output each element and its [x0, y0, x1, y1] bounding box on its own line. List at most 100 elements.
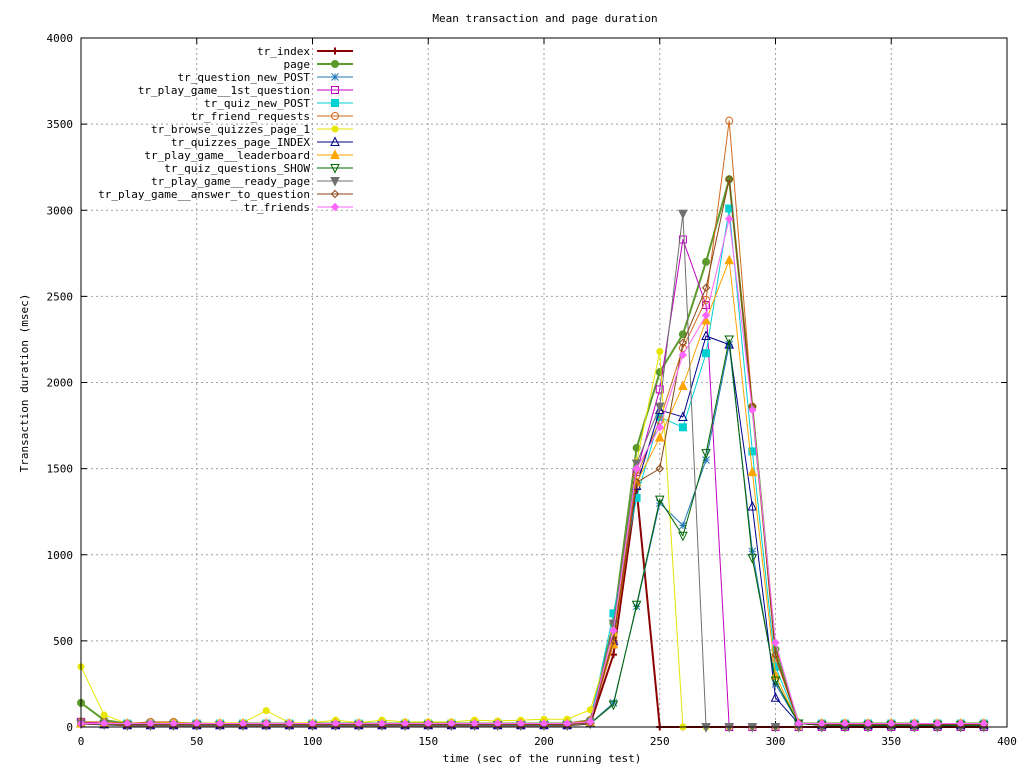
data-point: [747, 466, 758, 477]
x-tick-label: 150: [418, 735, 438, 748]
series-line: [80, 239, 984, 728]
legend-marker: [331, 86, 339, 94]
series-layer: [76, 116, 989, 733]
legend-label: tr_play_game__1st_question: [138, 84, 310, 97]
legend-label: tr_play_game__leaderboard: [144, 149, 310, 162]
legend-marker: [330, 149, 340, 159]
y-tick-label: 3500: [47, 118, 74, 131]
data-point: [678, 531, 688, 542]
data-point: [748, 405, 757, 415]
x-axis-label: time (sec of the running test): [443, 752, 642, 765]
data-point: [702, 257, 711, 266]
legend-item: tr_friends: [244, 201, 353, 214]
data-point: [725, 204, 734, 213]
series-tr_quiz_questions_SHOW: [76, 335, 989, 731]
x-tick-label: 250: [650, 735, 670, 748]
data-point: [654, 432, 665, 442]
series-line: [81, 178, 984, 725]
data-point: [655, 385, 664, 394]
chart-title: Mean transaction and page duration: [432, 12, 657, 25]
legend-label: tr_play_game__answer_to_question: [98, 188, 310, 201]
series-line: [80, 178, 984, 727]
data-point: [654, 404, 665, 415]
data-point: [770, 676, 781, 687]
data-point: [631, 459, 642, 470]
legend-item: tr_index: [257, 45, 353, 58]
legend-item: tr_question_new_POST: [178, 71, 353, 84]
legend-item: tr_play_game__leaderboard: [144, 149, 353, 162]
data-point: [724, 214, 734, 224]
data-point: [100, 711, 108, 719]
data-point: [748, 447, 757, 456]
data-point: [724, 338, 735, 349]
data-point: [747, 500, 758, 511]
legend-item: page: [284, 58, 353, 71]
data-point: [702, 349, 711, 358]
data-point: [679, 521, 687, 530]
legend-marker: [331, 125, 339, 133]
data-point: [678, 411, 688, 421]
series-tr_friend_requests: [77, 116, 988, 728]
series-line: [80, 335, 984, 726]
series-tr_play_game__leaderboard: [76, 254, 989, 728]
data-point: [656, 347, 664, 355]
x-tick-label: 350: [881, 735, 901, 748]
y-axis-label: Transaction duration (msec): [18, 294, 31, 473]
data-point: [632, 464, 641, 473]
data-point: [702, 456, 710, 464]
series-tr_friends: [76, 214, 989, 728]
legend-marker: [330, 164, 340, 174]
data-point: [609, 626, 618, 635]
series-tr_quizzes_page_INDEX: [76, 330, 989, 730]
legend-item: tr_play_game__answer_to_question: [98, 188, 353, 201]
tick-layer: 0 500 1000 1500 2000 2500 3000 3500 4000 0 50 100 15…: [47, 32, 1017, 748]
y-tick-label: 4000: [47, 32, 74, 45]
x-tick-label: 400: [997, 735, 1017, 748]
series-line: [81, 120, 984, 725]
data-point: [654, 495, 665, 506]
data-point: [701, 283, 711, 292]
legend-label: tr_friends: [244, 201, 310, 214]
series-tr_quiz_new_POST: [77, 204, 988, 728]
legend-label: tr_quiz_new_POST: [204, 97, 310, 110]
y-tick-label: 0: [66, 721, 73, 734]
legend-marker: [330, 177, 340, 187]
y-tick-label: 1500: [47, 463, 74, 476]
data-point: [678, 209, 688, 220]
y-tick-label: 2000: [47, 377, 74, 390]
legend-marker: [331, 112, 339, 120]
data-point: [724, 254, 735, 265]
series-line: [80, 488, 984, 728]
legend-marker: [331, 60, 339, 68]
series-tr_question_new_POST: [77, 340, 988, 730]
series-line: [81, 218, 984, 725]
legend-item: tr_browse_quizzes_page_1: [151, 123, 353, 136]
data-point: [632, 478, 641, 487]
data-point: [701, 314, 711, 325]
legend-label: tr_quizzes_page_INDEX: [171, 136, 310, 149]
data-point: [654, 402, 665, 413]
series-tr_browse_quizzes_page_1: [77, 347, 988, 731]
series-tr_play_game__1st_question: [77, 235, 988, 731]
data-point: [678, 380, 688, 390]
legend-label: tr_question_new_POST: [178, 71, 311, 84]
series-line: [81, 208, 984, 725]
plot-frame: [80, 37, 1008, 728]
legend-item: tr_quiz_questions_SHOW: [164, 162, 353, 175]
data-point: [702, 300, 711, 309]
data-point: [631, 600, 642, 611]
x-tick-label: 300: [766, 735, 786, 748]
data-point: [655, 464, 664, 473]
legend-marker: [330, 136, 340, 146]
series-line: [80, 338, 984, 726]
legend-label: tr_play_game__ready_page: [151, 175, 310, 188]
data-point: [609, 651, 617, 659]
legend-item: tr_quiz_new_POST: [204, 97, 353, 110]
x-tick-label: 0: [78, 735, 85, 748]
x-tick-label: 200: [534, 735, 554, 748]
data-point: [724, 335, 735, 346]
data-point: [747, 554, 758, 564]
legend-label: tr_friend_requests: [191, 110, 310, 123]
data-point: [678, 338, 688, 348]
